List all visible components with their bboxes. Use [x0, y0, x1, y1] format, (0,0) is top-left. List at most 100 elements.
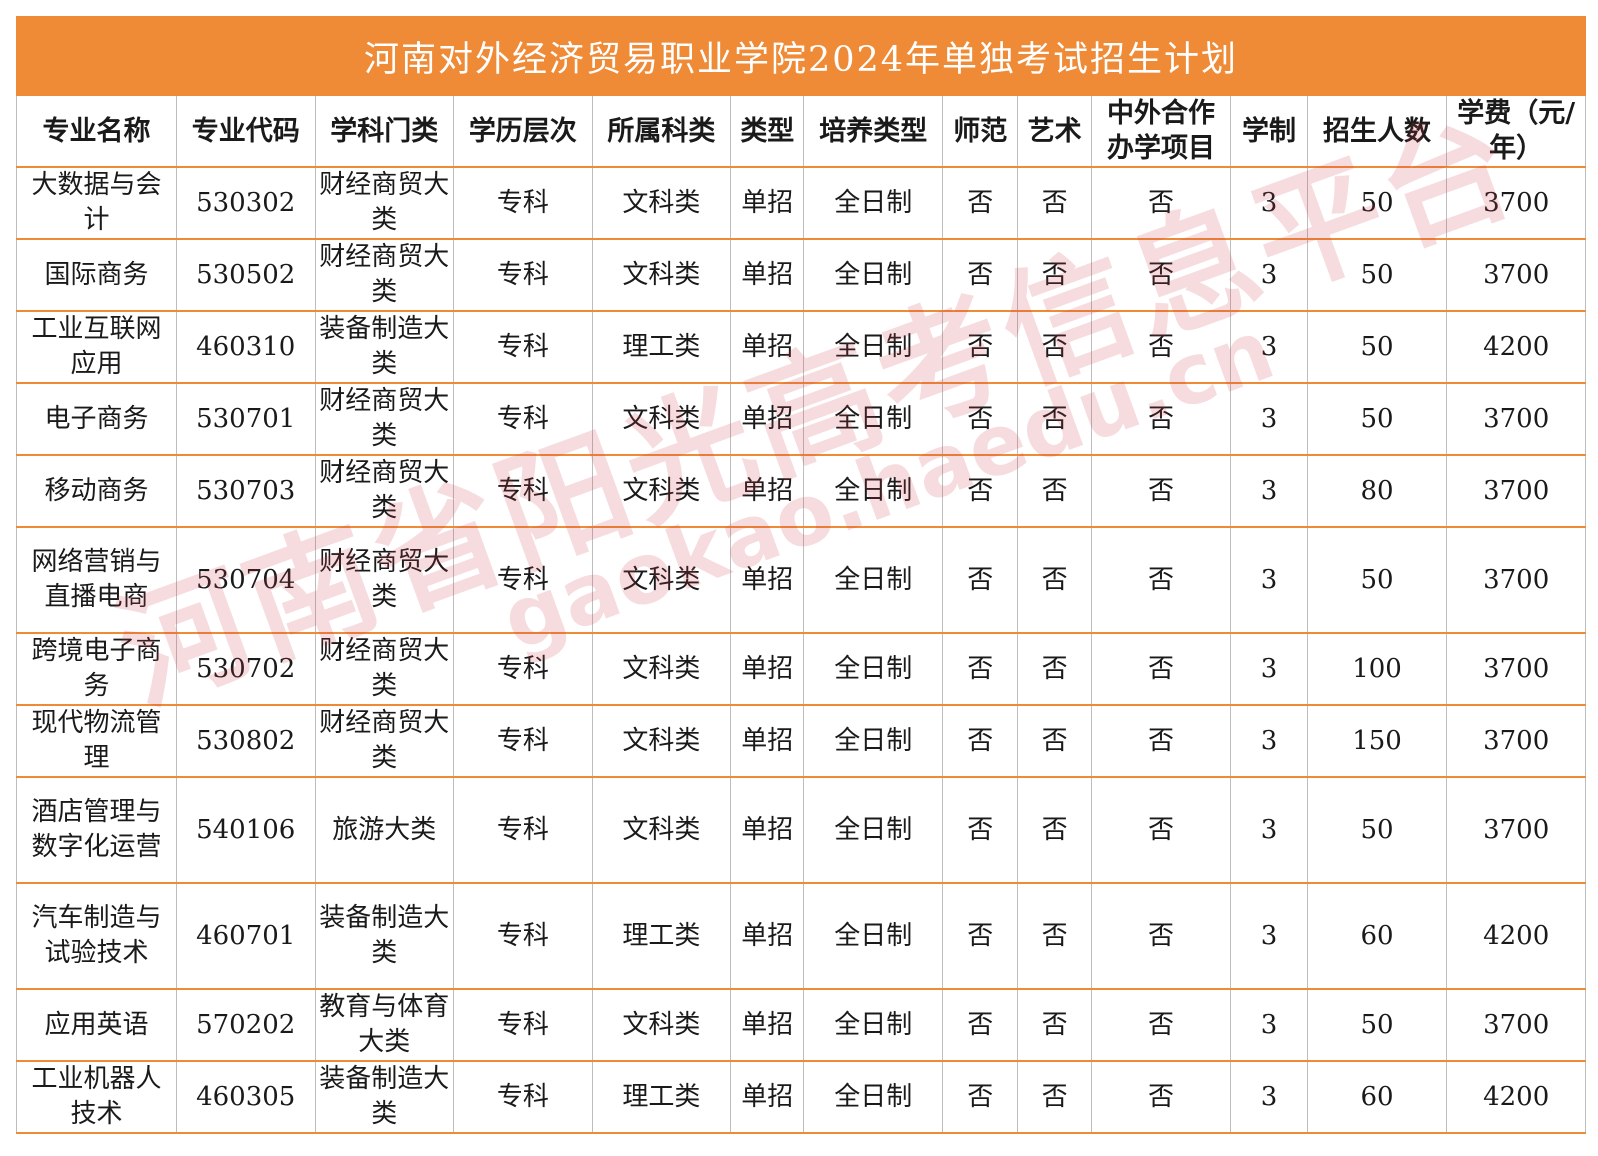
cell-name: 移动商务 — [16, 455, 177, 528]
cell-normal: 否 — [942, 989, 1019, 1062]
table-row: 跨境电子商务 530702 财经商贸大类 专科 文科类 单招 全日制否否否 3 100 3700 — [16, 633, 1586, 706]
cell-quota: 50 — [1307, 311, 1448, 384]
header-art: 艺术 — [1017, 96, 1092, 168]
cell-subject-type: 理工类 — [592, 1061, 732, 1134]
cell-level: 专科 — [453, 705, 593, 778]
cell-tuition: 4200 — [1446, 311, 1586, 384]
cell-name: 工业互联网应用 — [16, 311, 177, 384]
cell-name: 酒店管理与数字化运营 — [16, 777, 177, 884]
cell-name: 现代物流管理 — [16, 705, 177, 778]
cell-duration: 3 — [1230, 311, 1308, 384]
cell-subject-type: 文科类 — [592, 989, 732, 1062]
header-code: 专业代码 — [176, 96, 316, 168]
cell-sino-foreign: 否 — [1091, 455, 1232, 528]
cell-duration: 3 — [1230, 455, 1308, 528]
table-row: 工业机器人技术 460305 装备制造大类 专科 理工类 单招 全日制否否否 3 60 4200 — [16, 1061, 1586, 1134]
cell-type: 单招 — [730, 527, 805, 634]
cell-category: 财经商贸大类 — [315, 633, 455, 706]
cell-art: 否 — [1017, 777, 1092, 884]
cell-art: 否 — [1017, 239, 1092, 312]
table-row: 应用英语 570202 教育与体育大类 专科 文科类 单招 全日制否否否 3 50 3700 — [16, 989, 1586, 1062]
cell-art: 否 — [1017, 989, 1092, 1062]
cell-art: 否 — [1017, 311, 1092, 384]
cell-level: 专科 — [453, 239, 593, 312]
admission-plan-sheet: 河南对外经济贸易职业学院2024年单独考试招生计划 专业名称 专业代码 学科门类 学历… — [16, 16, 1586, 1134]
cell-training: 全日制 — [803, 167, 944, 240]
cell-subject-type: 理工类 — [592, 311, 732, 384]
cell-code: 530702 — [176, 633, 316, 706]
cell-code: 570202 — [176, 989, 316, 1062]
cell-subject-type: 文科类 — [592, 383, 732, 456]
cell-normal: 否 — [942, 167, 1019, 240]
cell-tuition: 4200 — [1446, 1061, 1586, 1134]
cell-normal: 否 — [942, 705, 1019, 778]
cell-level: 专科 — [453, 883, 593, 990]
page-title: 河南对外经济贸易职业学院2024年单独考试招生计划 — [363, 39, 1239, 80]
cell-level: 专科 — [453, 633, 593, 706]
table-row: 现代物流管理 530802 财经商贸大类 专科 文科类 单招 全日制否否否 3 150 3700 — [16, 705, 1586, 778]
cell-tuition: 3700 — [1446, 455, 1586, 528]
cell-type: 单招 — [730, 989, 805, 1062]
cell-tuition: 3700 — [1446, 239, 1586, 312]
header-quota: 招生人数 — [1307, 96, 1448, 168]
cell-code: 530701 — [176, 383, 316, 456]
table-row: 汽车制造与试验技术 460701 装备制造大类 专科 理工类 单招 全日制否否否 3 60 420… — [16, 883, 1586, 990]
cell-quota: 50 — [1307, 527, 1448, 634]
header-level: 学历层次 — [453, 96, 593, 168]
cell-tuition: 4200 — [1446, 883, 1586, 990]
cell-duration: 3 — [1230, 1061, 1308, 1134]
admission-plan-table: 专业名称 专业代码 学科门类 学历层次 所属科类 类型 培养类型 师范 艺术 中外合作办学项目 学制… — [16, 96, 1586, 1134]
table-body: 大数据与会计 530302 财经商贸大类 专科 文科类 单招 全日制否否否 3 50 3700 国际… — [16, 167, 1586, 1134]
cell-art: 否 — [1017, 1061, 1092, 1134]
cell-quota: 150 — [1307, 705, 1448, 778]
cell-subject-type: 理工类 — [592, 883, 732, 990]
cell-duration: 3 — [1230, 167, 1308, 240]
cell-type: 单招 — [730, 705, 805, 778]
cell-training: 全日制 — [803, 777, 944, 884]
cell-quota: 80 — [1307, 455, 1448, 528]
table-row: 大数据与会计 530302 财经商贸大类 专科 文科类 单招 全日制否否否 3 50 3700 — [16, 167, 1586, 240]
cell-duration: 3 — [1230, 527, 1308, 634]
cell-normal: 否 — [942, 239, 1019, 312]
cell-category: 装备制造大类 — [315, 1061, 455, 1134]
cell-category: 财经商贸大类 — [315, 705, 455, 778]
cell-duration: 3 — [1230, 383, 1308, 456]
header-subject-type: 所属科类 — [592, 96, 732, 168]
table-row: 电子商务 530701 财经商贸大类 专科 文科类 单招 全日制否否否 3 50 3700 — [16, 383, 1586, 456]
header-normal: 师范 — [942, 96, 1019, 168]
cell-sino-foreign: 否 — [1091, 527, 1232, 634]
table-row: 工业互联网应用 460310 装备制造大类 专科 理工类 单招 全日制否否否 3 50 4200 — [16, 311, 1586, 384]
header-sino-foreign: 中外合作办学项目 — [1091, 96, 1232, 168]
cell-type: 单招 — [730, 239, 805, 312]
cell-training: 全日制 — [803, 527, 944, 634]
cell-art: 否 — [1017, 705, 1092, 778]
cell-normal: 否 — [942, 883, 1019, 990]
cell-sino-foreign: 否 — [1091, 883, 1232, 990]
cell-category: 装备制造大类 — [315, 883, 455, 990]
cell-sino-foreign: 否 — [1091, 311, 1232, 384]
cell-name: 汽车制造与试验技术 — [16, 883, 177, 990]
cell-code: 530302 — [176, 167, 316, 240]
cell-tuition: 3700 — [1446, 989, 1586, 1062]
cell-name: 工业机器人技术 — [16, 1061, 177, 1134]
cell-name: 网络营销与直播电商 — [16, 527, 177, 634]
header-duration: 学制 — [1230, 96, 1308, 168]
cell-training: 全日制 — [803, 239, 944, 312]
cell-subject-type: 文科类 — [592, 705, 732, 778]
header-type: 类型 — [730, 96, 805, 168]
table-row: 酒店管理与数字化运营 540106 旅游大类 专科 文科类 单招 全日制否否否 3 50 3700 — [16, 777, 1586, 884]
cell-type: 单招 — [730, 883, 805, 990]
cell-duration: 3 — [1230, 705, 1308, 778]
cell-sino-foreign: 否 — [1091, 705, 1232, 778]
cell-quota: 50 — [1307, 167, 1448, 240]
cell-category: 财经商贸大类 — [315, 455, 455, 528]
cell-quota: 50 — [1307, 383, 1448, 456]
cell-training: 全日制 — [803, 989, 944, 1062]
cell-code: 530703 — [176, 455, 316, 528]
cell-type: 单招 — [730, 167, 805, 240]
cell-level: 专科 — [453, 989, 593, 1062]
cell-duration: 3 — [1230, 633, 1308, 706]
cell-tuition: 3700 — [1446, 777, 1586, 884]
cell-tuition: 3700 — [1446, 383, 1586, 456]
cell-category: 财经商贸大类 — [315, 239, 455, 312]
